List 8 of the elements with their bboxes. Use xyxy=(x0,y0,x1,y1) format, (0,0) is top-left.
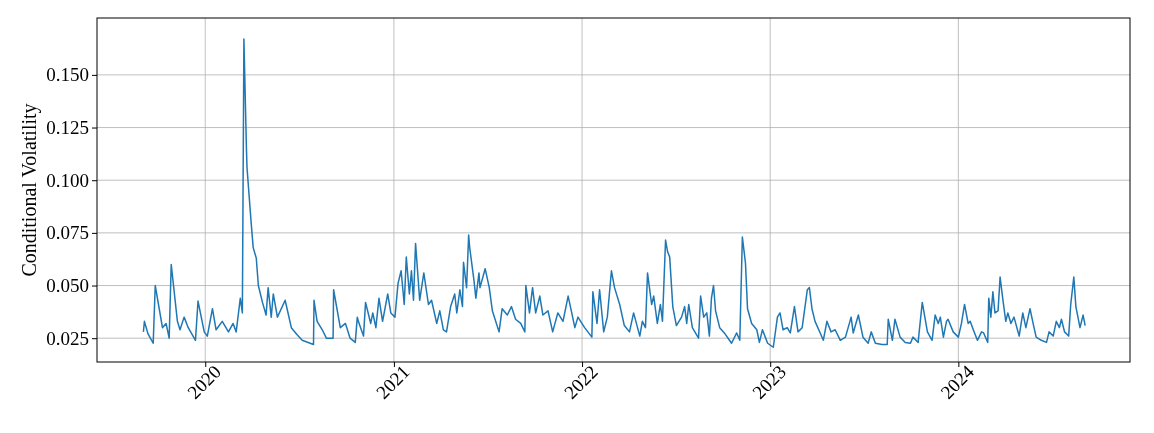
y-tick-label: 0.075 xyxy=(46,222,89,244)
y-axis-title: Conditional Volatility xyxy=(18,103,41,277)
y-tick-label: 0.100 xyxy=(46,169,89,191)
line-series xyxy=(142,38,1086,348)
y-tick-label: 0.050 xyxy=(46,275,89,297)
y-tick-label: 0.125 xyxy=(46,117,89,139)
y-tick-label: 0.150 xyxy=(46,64,89,86)
y-tick-label: 0.025 xyxy=(46,327,89,349)
